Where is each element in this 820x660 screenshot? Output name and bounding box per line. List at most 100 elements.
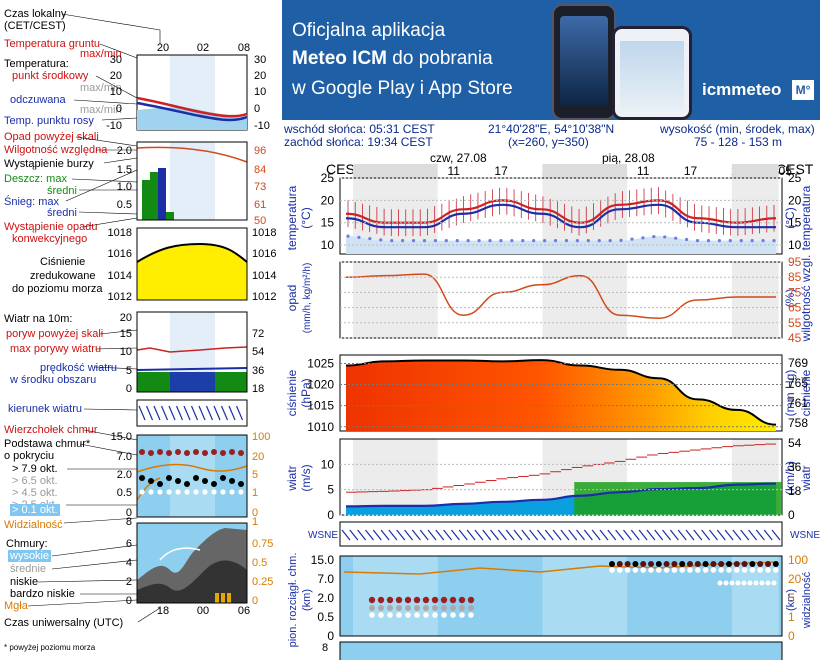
legend-wind-arrow bbox=[183, 405, 191, 421]
cloud-base-dot bbox=[395, 596, 403, 604]
legend-local-time: Czas lokalny bbox=[4, 8, 67, 20]
cloud-base-dot bbox=[741, 580, 747, 586]
dew-point-dot bbox=[586, 238, 590, 243]
legend-connectors bbox=[27, 13, 161, 623]
pressure-panel bbox=[339, 354, 783, 432]
dew-point-dot bbox=[401, 238, 405, 243]
legend-utc-tick: 18 bbox=[157, 605, 169, 617]
legend-okt-45: > 4.5 okt. bbox=[12, 487, 58, 499]
legend-rain-max: Deszcz: max bbox=[4, 173, 67, 185]
legend-utc: Czas uniwersalny (UTC) bbox=[4, 617, 124, 629]
legend-low-clouds: niskie bbox=[10, 576, 39, 588]
cloud-base-dot bbox=[431, 596, 439, 604]
legend-vis-tick: 0 bbox=[252, 507, 258, 519]
night-band bbox=[542, 262, 628, 338]
wind-direction-arrow bbox=[763, 529, 773, 541]
cloud-base-dot bbox=[432, 605, 438, 611]
wind-direction-arrow bbox=[568, 529, 578, 541]
wind-kmh-tick: 36 bbox=[788, 460, 802, 474]
cloud-base-dot bbox=[749, 561, 756, 567]
legend-cloud-dot bbox=[157, 489, 163, 495]
legend-cloudbase-panel: 15.0 7.0 2.0 0.5 0 100 20 5 1 0 bbox=[111, 431, 271, 519]
cloud-base-dot bbox=[648, 567, 654, 573]
wind-direction-arrow bbox=[708, 529, 718, 541]
wind-direction-arrow bbox=[458, 529, 468, 541]
legend-wind-tick: 10 bbox=[120, 346, 132, 358]
cloud-base-dot bbox=[687, 561, 693, 567]
legend-cloud-dot bbox=[220, 489, 226, 495]
legend-cloud-dot bbox=[139, 449, 145, 455]
wind-axis-label-r: wiatr bbox=[799, 465, 813, 491]
wind-direction-arrow bbox=[341, 529, 351, 541]
legend-cloud-dot bbox=[211, 449, 217, 455]
legend-okt-79: > 7.9 okt. bbox=[12, 463, 58, 475]
cloud-base-dot bbox=[378, 605, 384, 611]
wind-direction-arrow bbox=[396, 529, 406, 541]
temp-axis-unit: (°C) bbox=[299, 207, 313, 228]
dew-point-dot bbox=[619, 238, 623, 242]
vis-tick-label: 0 bbox=[788, 629, 795, 643]
wind-direction-arrow bbox=[497, 529, 507, 541]
legend-cl-tick: 2 bbox=[126, 576, 132, 588]
cloud-base-dot bbox=[632, 567, 639, 573]
legend-vis-tick: 100 bbox=[252, 431, 270, 443]
wind-direction-arrow bbox=[505, 529, 515, 541]
legend-cloud-top: Wierzchołek chmur bbox=[4, 424, 98, 436]
wind-direction-arrow bbox=[552, 529, 562, 541]
meteogram-chart: CEST CEST czw, 27.08 pią, 28.08 23051117… bbox=[285, 151, 820, 660]
apparent-temp-line bbox=[345, 203, 776, 229]
cloud-base-dot bbox=[729, 580, 735, 586]
legend-medium-clouds: średnie bbox=[10, 563, 47, 575]
night-band-header bbox=[353, 164, 438, 178]
wind-direction-arrow bbox=[591, 529, 601, 541]
legend-precip-tick: 0.5 bbox=[117, 199, 132, 211]
legend-wind-arrow bbox=[213, 405, 221, 421]
legend-ground-temp-range: max/min bbox=[80, 48, 122, 60]
dew-point-dot bbox=[750, 238, 754, 243]
legend-max-gust: max porywy wiatru bbox=[10, 343, 102, 355]
cloud-base-dot bbox=[733, 561, 740, 567]
sunset-text: zachód słońca: 19:34 CEST bbox=[284, 135, 433, 149]
legend-snow-max: Śnieg: max bbox=[4, 196, 60, 208]
wind-direction-arrow bbox=[364, 529, 374, 541]
legend-pres-tick-r: 1012 bbox=[252, 291, 276, 303]
wind-direction-arrow bbox=[740, 529, 750, 541]
cloud-tick-label: 0.5 bbox=[317, 610, 334, 624]
hum-tick-label: 45 bbox=[788, 331, 802, 345]
wind-direction-arrow bbox=[724, 529, 734, 541]
night-band-cloud bbox=[353, 556, 438, 636]
legend-very-low-clouds: bardzo niskie bbox=[10, 588, 75, 600]
cloud-base-dot bbox=[679, 561, 686, 567]
cloud-base-dot bbox=[449, 596, 457, 604]
cloud-base-dot bbox=[423, 605, 429, 611]
wind-direction-arrow bbox=[560, 529, 570, 541]
legend-cl-tick: 0 bbox=[126, 595, 132, 607]
cloud-base-dot bbox=[765, 580, 771, 586]
legend-rain-mean: średni bbox=[47, 185, 77, 197]
legend-wind-speed-2: w środku obszaru bbox=[10, 374, 97, 386]
cloud-base-dot bbox=[468, 612, 474, 618]
legend-cloud-dot bbox=[175, 478, 181, 484]
temp-axis-label-r: temperatura bbox=[799, 185, 813, 250]
wind-direction-arrow bbox=[646, 529, 656, 541]
legend-cloud-dot bbox=[229, 489, 235, 495]
day-label-2: pią, 28.08 bbox=[602, 151, 655, 165]
vis-tick-label: 1 bbox=[788, 610, 795, 624]
legend-cloudcover-panel: 8 6 4 2 0 1 0.75 0.5 0.25 0 bbox=[126, 516, 274, 607]
dew-point-dot bbox=[499, 238, 503, 243]
cloud-base-dot bbox=[616, 561, 623, 567]
app-ad-banner[interactable]: Oficjalna aplikacja Meteo ICM do pobrani… bbox=[282, 0, 820, 120]
cloud-base-dot bbox=[450, 612, 456, 618]
temp-tick-label-r: 10 bbox=[788, 238, 802, 252]
cloud-base-dot bbox=[671, 567, 678, 573]
dew-point-dot bbox=[379, 238, 383, 242]
pressure-axis-unit: (hPa) bbox=[299, 378, 313, 407]
cloud-base-dot bbox=[759, 580, 765, 586]
phone-image bbox=[552, 4, 616, 120]
legend-cl-tick-r: 0.75 bbox=[252, 538, 273, 550]
legend-mini-meteogram: 20 02 08 30 20 10 0 -10 30 20 10 0 -10 2… bbox=[27, 13, 276, 623]
dew-point-dot bbox=[728, 238, 732, 243]
dew-point-dot bbox=[390, 238, 394, 243]
hum-axis-unit: (%) bbox=[783, 289, 797, 308]
hour-tick-label: 05 bbox=[779, 164, 793, 178]
